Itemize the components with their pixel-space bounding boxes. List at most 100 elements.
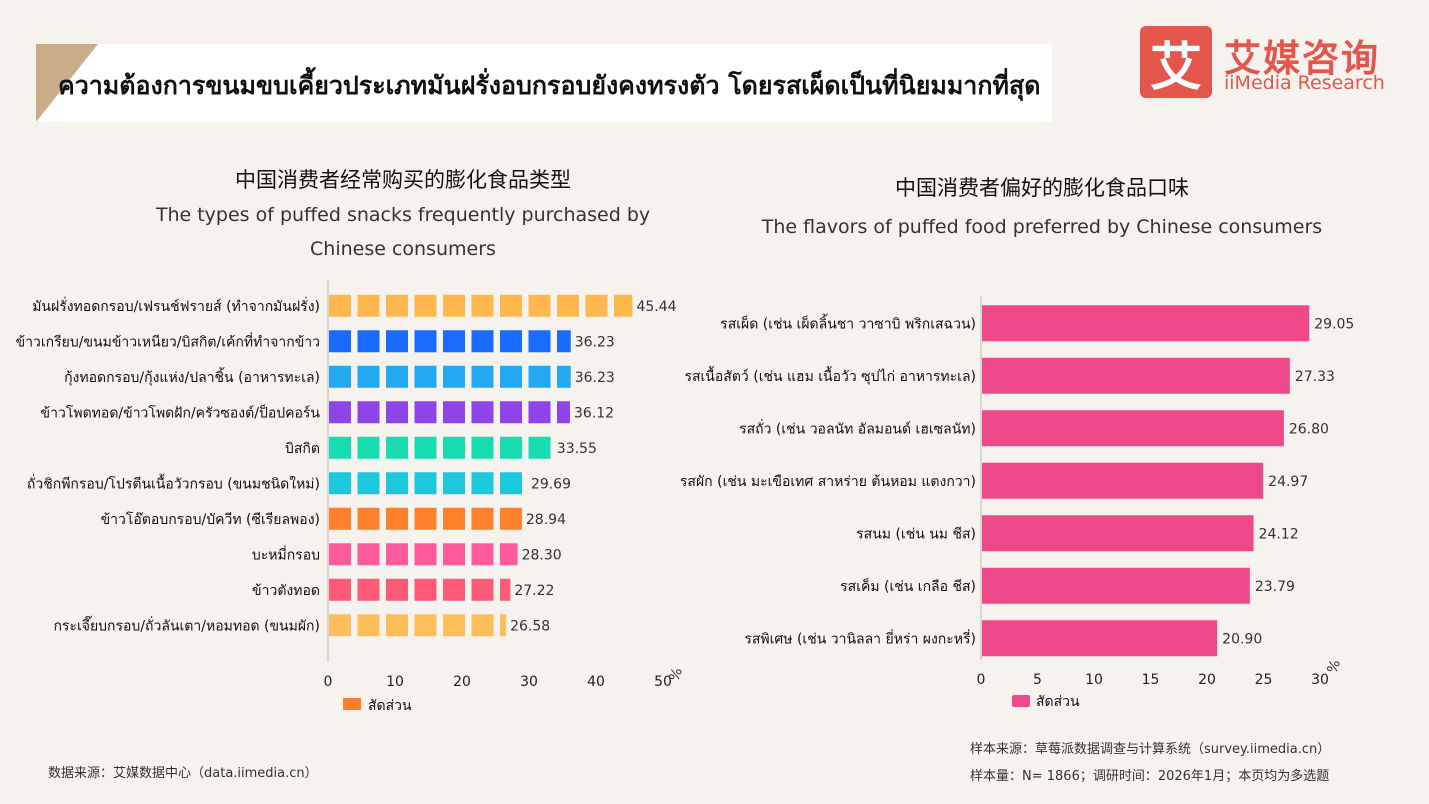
bar-segment xyxy=(329,614,351,637)
bar-segment xyxy=(443,543,465,566)
bar-segment xyxy=(443,472,465,495)
bar-segment xyxy=(357,330,380,353)
bar-segment xyxy=(386,472,408,495)
bar-segment xyxy=(414,436,437,459)
data-label: 20.90 xyxy=(1222,631,1262,647)
footer-sample-source: 样本来源：草莓派数据调查与计算系统（survey.iimedia.cn） xyxy=(970,742,1331,757)
bar xyxy=(982,515,1254,552)
bar-segment xyxy=(357,365,380,388)
bar-segment xyxy=(414,365,437,388)
category-label: รสผัก (เช่น มะเขือเทศ สาหร่าย ต้นหอม แตง… xyxy=(680,474,976,490)
bar xyxy=(982,410,1284,447)
bar-segment xyxy=(471,614,494,637)
bar-segment xyxy=(386,614,408,637)
bar-segment xyxy=(500,365,522,388)
category-label: กุ้งทอดกรอบ/กุ้งแห่ง/ปลาชิ้น (อาหารทะเล) xyxy=(64,367,320,386)
bar-segment xyxy=(443,294,465,317)
bar-segment xyxy=(471,543,494,566)
tick-label: 0 xyxy=(977,672,986,688)
data-label: 23.79 xyxy=(1255,579,1295,595)
bar-segment xyxy=(386,436,408,459)
bar-segment xyxy=(357,507,380,530)
tick-label: 0 xyxy=(324,674,333,690)
category-label: ข้าวตังทอด xyxy=(252,583,320,599)
data-label: 29.05 xyxy=(1314,316,1354,332)
bar-segment xyxy=(528,401,551,424)
bar-segment xyxy=(443,401,465,424)
page-title: ความต้องการขนมขบเคี้ยวประเภทมันฝรั่งอบกร… xyxy=(58,71,1041,100)
tick-label: 30 xyxy=(520,674,538,690)
tick-label: 5 xyxy=(1033,672,1042,688)
bar-segment xyxy=(500,436,522,459)
footer-data-source: 数据来源：艾媒数据中心（data.iimedia.cn） xyxy=(48,766,318,781)
category-label: รสพิเศษ (เช่น วานิลลา ยี่หร่า ผงกะหรี่) xyxy=(744,629,976,647)
bar-segment xyxy=(414,543,437,566)
bar-segment xyxy=(443,507,465,530)
bar-segment xyxy=(386,365,408,388)
tick-label: 10 xyxy=(1085,672,1103,688)
tick-label: 15 xyxy=(1142,672,1160,688)
legend-swatch xyxy=(343,698,361,710)
bar-segment xyxy=(500,507,522,530)
bar-segment xyxy=(414,294,437,317)
data-label: 28.30 xyxy=(522,547,562,563)
header-banner xyxy=(36,44,1052,122)
bar-segment xyxy=(500,330,522,353)
bar-segment xyxy=(528,330,551,353)
bar-segment xyxy=(471,472,494,495)
bar xyxy=(982,357,1290,394)
tick-label: 20 xyxy=(1198,672,1216,688)
bar-segment xyxy=(414,472,437,495)
bar-segment xyxy=(329,365,351,388)
bar-segment xyxy=(357,578,380,601)
legend-swatch xyxy=(1012,695,1030,707)
bar-segment xyxy=(443,578,465,601)
bar-segment xyxy=(528,365,551,388)
logo-text-cn: 艾媒咨询 xyxy=(1224,37,1380,80)
bar-segment xyxy=(414,401,437,424)
bar-segment xyxy=(329,507,351,530)
bar xyxy=(982,462,1264,499)
left-chart-subtitle-2: Chinese consumers xyxy=(310,238,496,260)
category-label: รสเนื้อสัตว์ (เช่น แฮม เนื้อวัว ซุปไก่ อ… xyxy=(684,366,976,385)
legend-label: สัดส่วน xyxy=(1036,694,1080,710)
bar-segment xyxy=(528,294,551,317)
bar-segment xyxy=(329,436,351,459)
data-label: 33.55 xyxy=(557,441,597,457)
bar-segment xyxy=(443,365,465,388)
bar-segment xyxy=(414,578,437,601)
bar-segment xyxy=(614,294,633,317)
bar-segment xyxy=(386,578,408,601)
bar-segment xyxy=(500,472,522,495)
unit-label: % xyxy=(666,666,686,684)
bar-segment xyxy=(414,614,437,637)
bar-segment xyxy=(443,330,465,353)
bar-segment xyxy=(443,436,465,459)
bar-segment xyxy=(557,401,571,424)
bar-segment xyxy=(357,472,380,495)
data-label: 36.12 xyxy=(574,405,614,421)
data-label: 45.44 xyxy=(636,299,676,315)
tick-label: 30 xyxy=(1311,672,1329,688)
tick-label: 25 xyxy=(1255,672,1273,688)
bar-segment xyxy=(443,614,465,637)
category-label: รสถั่ว (เช่น วอลนัท อัลมอนด์ เฮเซลนัท) xyxy=(739,419,976,437)
bar-segment xyxy=(557,294,579,317)
category-label: ข้าวเกรียบ/ขนมข้าวเหนียว/บิสกิต/เค้กที่ท… xyxy=(16,332,320,350)
bar-segment xyxy=(500,401,522,424)
bar-segment xyxy=(329,472,351,495)
data-label: 28.94 xyxy=(526,512,566,528)
category-label: รสเค็ม (เช่น เกลือ ชีส) xyxy=(840,577,976,595)
bar xyxy=(982,620,1218,657)
bar-segment xyxy=(471,578,494,601)
bar-segment xyxy=(471,330,494,353)
tick-label: 50 xyxy=(654,674,672,690)
data-label: 29.69 xyxy=(531,476,571,492)
bar-segment xyxy=(500,614,507,637)
tick-label: 40 xyxy=(587,674,605,690)
right-chart-title: 中国消费者偏好的膨化食品口味 xyxy=(895,176,1189,200)
bar-segment xyxy=(329,578,351,601)
legend-label: สัดส่วน xyxy=(368,698,412,714)
bar-segment xyxy=(471,294,494,317)
bar-segment xyxy=(357,543,380,566)
